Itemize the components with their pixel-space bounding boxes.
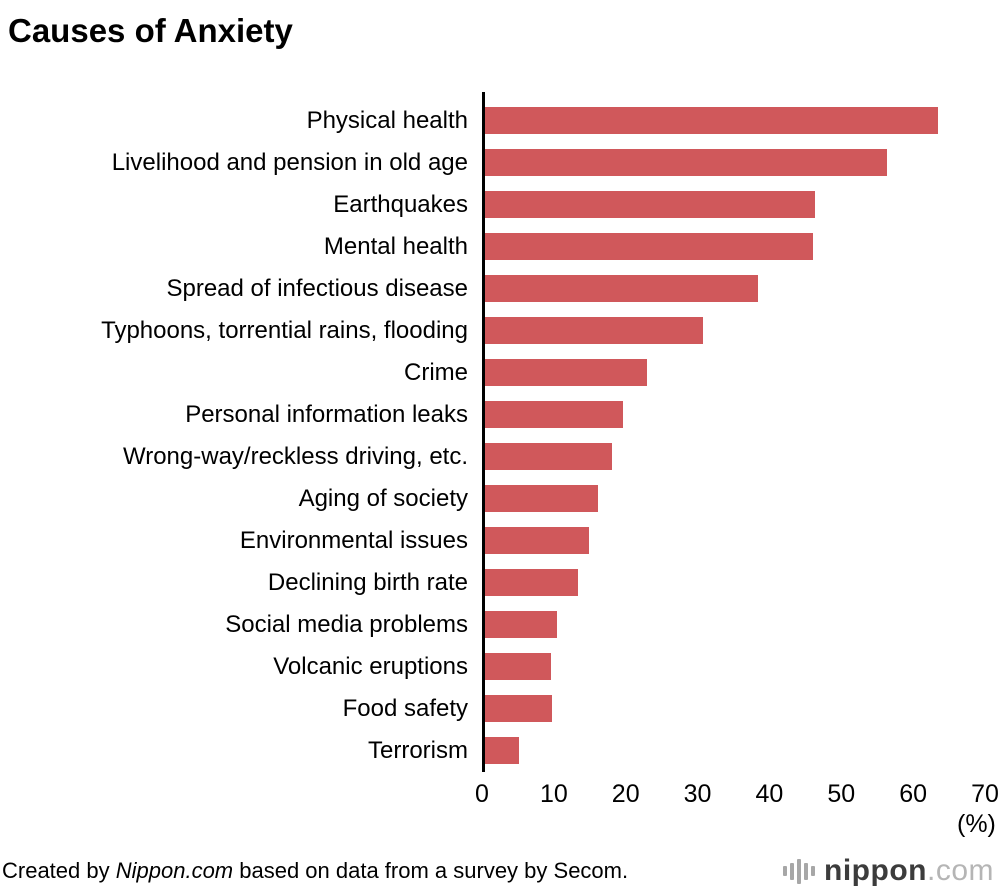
bar-track xyxy=(482,436,985,478)
category-label: Physical health xyxy=(306,106,468,134)
chart-row: Crime xyxy=(8,352,985,394)
category-label: Wrong-way/reckless driving, etc. xyxy=(123,442,468,470)
chart-row: Typhoons, torrential rains, flooding xyxy=(8,310,985,352)
chart-row: Physical health xyxy=(8,100,985,142)
chart-row: Social media problems xyxy=(8,604,985,646)
bar xyxy=(482,275,758,303)
category-label: Spread of infectious disease xyxy=(166,274,468,302)
bar xyxy=(482,401,623,429)
bar-track xyxy=(482,142,985,184)
chart-row: Personal information leaks xyxy=(8,394,985,436)
bar-track xyxy=(482,268,985,310)
bar-track xyxy=(482,310,985,352)
x-tick-label: 60 xyxy=(899,779,928,808)
category-label: Environmental issues xyxy=(239,526,468,554)
chart-row: Terrorism xyxy=(8,730,985,772)
category-label: Declining birth rate xyxy=(267,568,468,596)
bar-track xyxy=(482,688,985,730)
y-axis-line xyxy=(482,91,485,772)
bar-track xyxy=(482,730,985,772)
chart-row: Environmental issues xyxy=(8,520,985,562)
chart-row: Spread of infectious disease xyxy=(8,268,985,310)
category-label: Volcanic eruptions xyxy=(273,652,468,680)
chart-rows: Physical health Livelihood and pension in… xyxy=(8,91,985,772)
credit-prefix: Created by xyxy=(2,858,116,883)
bar xyxy=(482,569,579,597)
bar xyxy=(482,611,557,639)
bar xyxy=(482,107,938,135)
bar-track xyxy=(482,184,985,226)
bar xyxy=(482,359,648,387)
bar-track xyxy=(482,520,985,562)
logo-text-com: .com xyxy=(926,854,994,887)
x-axis-unit-label: (%) xyxy=(956,809,996,838)
bar-chart: Physical health Livelihood and pension in… xyxy=(8,91,1000,842)
logo-text-nippon: nippon xyxy=(824,854,927,887)
chart-row: Mental health xyxy=(8,226,985,268)
bar xyxy=(482,485,598,513)
credit-brand: Nippon.com xyxy=(115,858,234,883)
bar xyxy=(482,527,590,555)
x-axis-ticks: 0 10 20 30 40 50 60 70 xyxy=(475,772,999,808)
x-tick-label: 20 xyxy=(611,779,640,808)
category-label: Personal information leaks xyxy=(185,400,468,428)
credit-suffix: based on data from a survey by Secom. xyxy=(233,858,629,883)
category-label: Mental health xyxy=(323,232,468,260)
x-tick-label: 0 xyxy=(475,779,489,808)
bar xyxy=(482,695,553,723)
category-label: Terrorism xyxy=(368,736,468,764)
x-tick-label: 50 xyxy=(827,779,856,808)
category-label: Aging of society xyxy=(298,484,468,512)
chart-title: Causes of Anxiety xyxy=(8,12,293,49)
bar-track xyxy=(482,646,985,688)
nippon-logo: nippon.com xyxy=(783,854,994,888)
credit-text: Created by Nippon.com based on data from… xyxy=(2,858,628,884)
category-label: Food safety xyxy=(342,694,468,722)
category-label: Social media problems xyxy=(225,610,468,638)
chart-row: Aging of society xyxy=(8,478,985,520)
category-label: Crime xyxy=(404,358,468,386)
chart-row: Food safety xyxy=(8,688,985,730)
x-tick-label: 40 xyxy=(755,779,784,808)
x-tick-label: 70 xyxy=(971,779,999,808)
category-label: Typhoons, torrential rains, flooding xyxy=(101,316,468,344)
bar-track xyxy=(482,100,985,142)
bar-track xyxy=(482,226,985,268)
x-tick-label: 10 xyxy=(539,779,568,808)
chart-row: Declining birth rate xyxy=(8,562,985,604)
bar xyxy=(482,233,814,261)
nippon-bars-icon xyxy=(783,858,816,884)
bar xyxy=(482,443,613,471)
bar xyxy=(482,317,703,345)
chart-row: Livelihood and pension in old age xyxy=(8,142,985,184)
x-tick-label: 30 xyxy=(683,779,712,808)
bar xyxy=(482,737,519,765)
chart-row: Wrong-way/reckless driving, etc. xyxy=(8,436,985,478)
bar-track xyxy=(482,562,985,604)
bar-track xyxy=(482,478,985,520)
x-axis-unit-row: (%) xyxy=(482,808,996,842)
bar-track xyxy=(482,394,985,436)
footer: Created by Nippon.com based on data from… xyxy=(2,854,994,888)
logo-wordmark: nippon.com xyxy=(824,854,994,888)
category-label: Livelihood and pension in old age xyxy=(111,148,468,176)
chart-row: Volcanic eruptions xyxy=(8,646,985,688)
bar xyxy=(482,191,815,219)
bar xyxy=(482,653,551,681)
bar-track xyxy=(482,352,985,394)
bar xyxy=(482,149,888,177)
category-label: Earthquakes xyxy=(333,190,468,218)
bar-track xyxy=(482,604,985,646)
chart-row: Earthquakes xyxy=(8,184,985,226)
